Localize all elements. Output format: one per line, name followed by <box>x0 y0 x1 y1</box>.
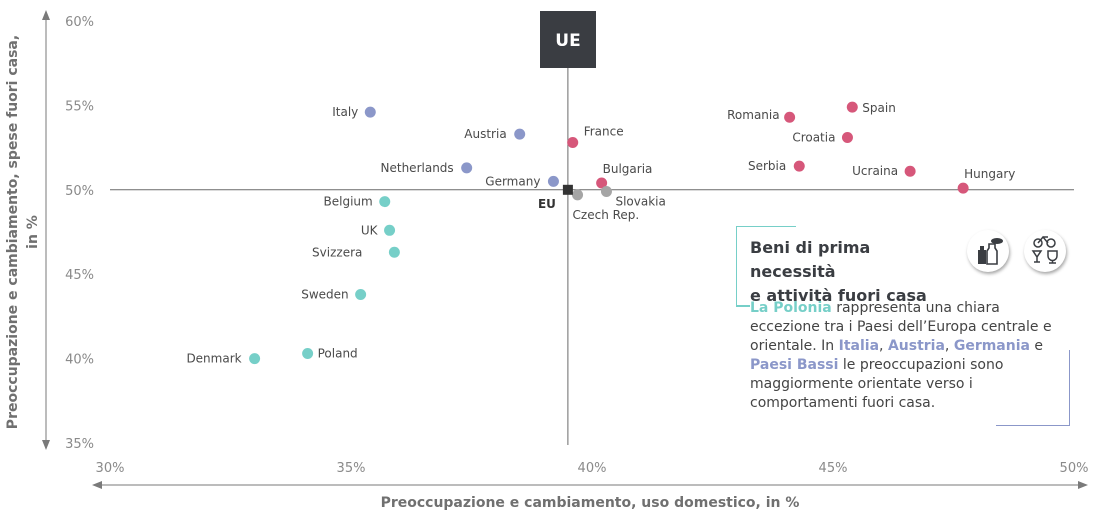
y-axis-arrow <box>42 10 50 450</box>
y-tick-label: 45% <box>65 268 94 283</box>
highlight-poland: La Polonia <box>750 300 832 316</box>
point-belgium <box>379 196 391 208</box>
info-title: Beni di prima necessità e attività fuori… <box>750 238 927 305</box>
info-text: La Polonia rappresenta una chiara eccezi… <box>750 300 1052 411</box>
ue-label: UE <box>555 31 580 51</box>
point-label-italy: Italy <box>332 105 358 119</box>
y-tick-label: 35% <box>65 437 94 452</box>
point-label-austria: Austria <box>464 127 506 141</box>
point-france <box>567 137 579 149</box>
point-label-germany: Germany <box>485 174 540 188</box>
point-spain <box>846 101 858 113</box>
point-label-belgium: Belgium <box>324 195 373 209</box>
highlight-austria: Austria <box>887 338 945 354</box>
point-label-croatia: Croatia <box>792 130 835 144</box>
info-box-frame <box>736 226 1070 426</box>
y-axis-title-line2: in % <box>25 215 41 249</box>
point-label-sweden: Sweden <box>301 287 348 301</box>
point-czech-rep <box>572 189 584 201</box>
x-tick-label: 50% <box>1060 461 1089 476</box>
point-italy <box>364 106 376 118</box>
point-germany <box>547 175 559 187</box>
x-tick-label: 35% <box>337 461 366 476</box>
point-hungary <box>957 182 969 194</box>
y-axis-title-line1: Preoccupazione e cambiamento, spese fuor… <box>5 35 21 429</box>
point-label-bulgaria: Bulgaria <box>603 162 653 176</box>
point-label-svizzera: Svizzera <box>312 245 362 259</box>
point-label-slovakia: Slovakia <box>615 194 665 208</box>
point-label-ucraina: Ucraina <box>852 164 898 178</box>
point-bulgaria <box>596 177 608 189</box>
point-label-czech-rep: Czech Rep. <box>573 208 640 222</box>
leisure-icon <box>1024 230 1066 272</box>
highlight-germany: Germania <box>953 338 1030 354</box>
eu-marker <box>562 184 573 195</box>
point-slovakia <box>600 185 612 197</box>
x-tick-label: 45% <box>819 461 848 476</box>
point-ucraina <box>904 165 916 177</box>
point-label-uk: UK <box>361 223 379 237</box>
y-tick-label: 50% <box>65 184 94 199</box>
y-tick-label: 55% <box>65 99 94 114</box>
y-tick-label: 40% <box>65 353 94 368</box>
point-austria <box>514 128 526 140</box>
point-label-poland: Poland <box>318 347 358 361</box>
point-label-romania: Romania <box>727 108 779 122</box>
point-label-netherlands: Netherlands <box>381 161 454 175</box>
point-denmark <box>249 353 261 365</box>
highlight-netherlands: Paesi Bassi <box>750 357 839 373</box>
x-tick-label: 30% <box>96 461 125 476</box>
point-label-spain: Spain <box>862 101 896 115</box>
point-label-serbia: Serbia <box>748 159 786 173</box>
point-poland <box>302 348 314 360</box>
highlight-italy: Italia <box>838 338 880 354</box>
x-axis-title: Preoccupazione e cambiamento, uso domest… <box>381 495 800 511</box>
point-romania <box>784 111 796 123</box>
point-svizzera <box>388 246 400 258</box>
point-croatia <box>841 131 853 143</box>
y-tick-label: 60% <box>65 15 94 30</box>
x-tick-label: 40% <box>578 461 607 476</box>
eu-marker-label: EU <box>538 197 556 211</box>
point-netherlands <box>461 162 473 174</box>
point-uk <box>384 224 396 236</box>
point-label-france: France <box>584 125 624 139</box>
point-label-denmark: Denmark <box>186 352 241 366</box>
x-axis-arrow <box>92 481 1088 489</box>
grocery-icon <box>967 230 1009 272</box>
point-sweden <box>355 288 367 300</box>
point-serbia <box>793 160 805 172</box>
ue-label-box: UE <box>540 11 596 68</box>
point-label-hungary: Hungary <box>964 167 1015 181</box>
